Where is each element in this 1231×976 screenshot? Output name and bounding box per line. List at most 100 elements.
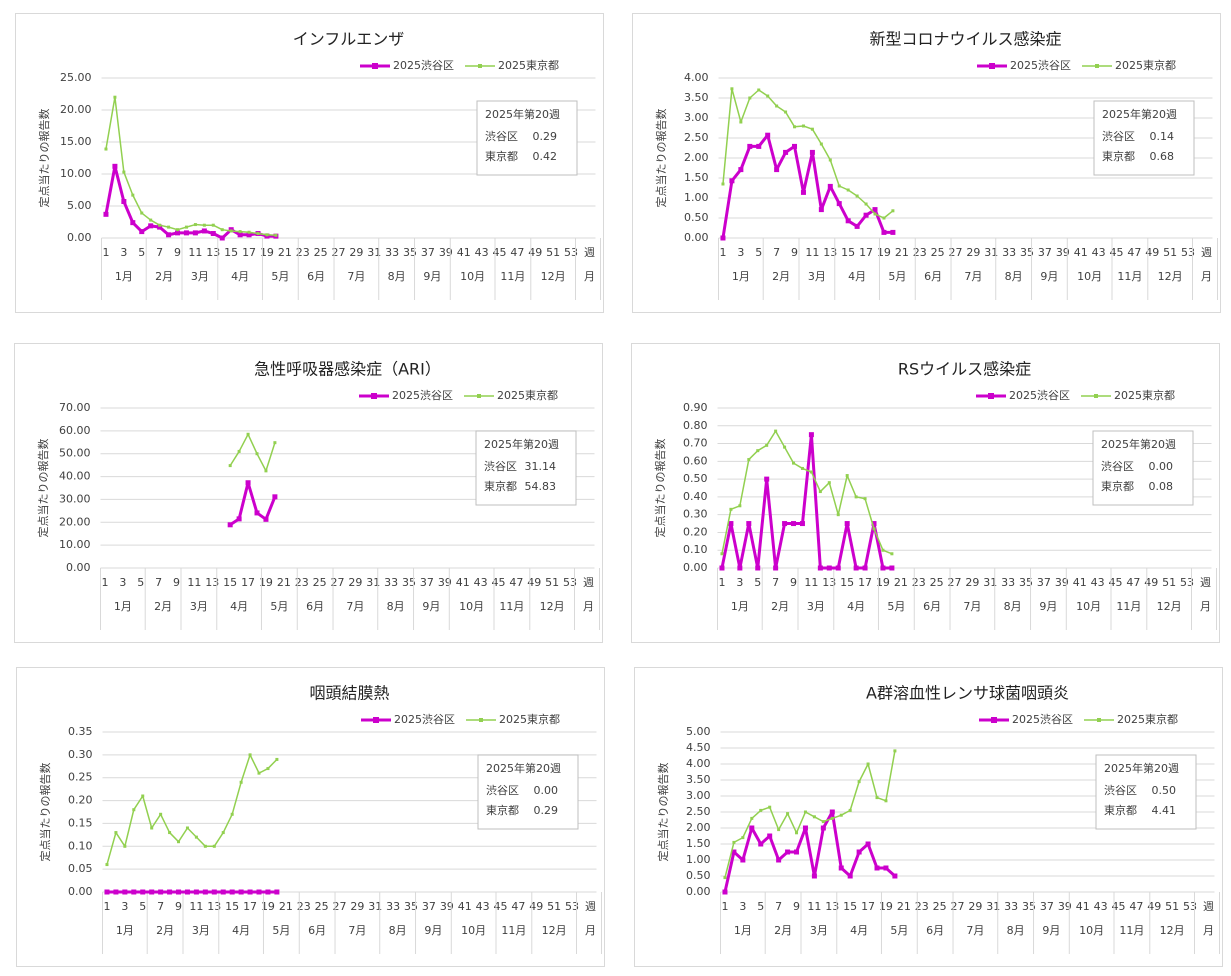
x-tick-label: 13 <box>207 900 221 913</box>
y-tick-label: 1.50 <box>686 837 711 850</box>
month-label: 2月 <box>154 600 172 613</box>
y-axis-label: 定点当たりの報告数 <box>656 763 670 862</box>
data-point <box>802 825 808 831</box>
month-label: 1月 <box>734 924 752 937</box>
data-point <box>817 565 823 571</box>
data-point <box>238 889 244 895</box>
info-box-title: 2025年第20週 <box>1101 437 1176 451</box>
x-tick-label: 9 <box>173 576 180 589</box>
month-label: 1月 <box>732 270 750 283</box>
x-tick-label: 43 <box>1092 246 1106 259</box>
month-label: 6月 <box>307 270 325 283</box>
month-label: 11月 <box>501 924 526 937</box>
y-tick-label: 15.00 <box>60 135 92 148</box>
legend-label: 2025東京都 <box>1114 388 1175 402</box>
chart-title: 咽頭結膜熱 <box>309 684 389 703</box>
x-tick-label: 43 <box>474 576 488 589</box>
x-tick-label: 1 <box>719 246 726 259</box>
data-point <box>873 212 877 216</box>
data-point <box>193 889 199 895</box>
y-tick-label: 1.00 <box>684 191 709 204</box>
y-tick-label: 0.90 <box>683 401 708 414</box>
x-tick-label: 39 <box>1058 900 1072 913</box>
x-tick-label: 21 <box>897 900 911 913</box>
x-tick-label: 49 <box>1147 900 1161 913</box>
month-axis-label: 月 <box>1200 600 1211 613</box>
x-tick-label: 7 <box>773 246 780 259</box>
x-tick-label: 35 <box>1020 246 1034 259</box>
month-label: 12月 <box>1160 924 1185 937</box>
info-box-name: 渋谷区 <box>486 784 519 797</box>
y-tick-label: 0.00 <box>683 561 708 574</box>
month-label: 11月 <box>1119 924 1144 937</box>
legend-label: 2025渋谷区 <box>1009 389 1070 402</box>
month-label: 11月 <box>1116 600 1141 613</box>
x-tick-label: 39 <box>1056 246 1070 259</box>
month-label: 4月 <box>231 270 249 283</box>
x-tick-label: 19 <box>879 900 893 913</box>
x-tick-label: 15 <box>840 576 854 589</box>
data-point <box>729 507 733 511</box>
month-label: 3月 <box>190 600 208 613</box>
x-tick-label: 39 <box>1055 576 1069 589</box>
data-point <box>113 889 119 895</box>
legend-marker <box>478 64 482 68</box>
data-point <box>255 452 259 456</box>
x-tick-label: 33 <box>385 246 399 259</box>
data-point <box>741 836 745 840</box>
data-point <box>820 825 826 831</box>
data-point <box>889 565 895 571</box>
month-label: 9月 <box>1039 600 1057 613</box>
data-point <box>264 469 268 473</box>
data-point <box>265 889 271 895</box>
data-point <box>758 841 764 847</box>
x-tick-label: 27 <box>332 246 346 259</box>
data-point <box>830 816 834 820</box>
data-point <box>247 230 251 234</box>
data-point <box>194 835 198 839</box>
info-box-value: 0.42 <box>533 150 558 163</box>
data-point <box>793 125 797 129</box>
x-tick-label: 1 <box>721 900 728 913</box>
data-point <box>784 110 788 114</box>
x-axis-label: 週 <box>1203 900 1214 913</box>
data-point <box>786 812 790 816</box>
x-tick-label: 5 <box>757 900 764 913</box>
x-tick-label: 21 <box>277 576 291 589</box>
data-point <box>835 565 841 571</box>
month-label: 7月 <box>348 924 366 937</box>
month-label: 11月 <box>1117 270 1142 283</box>
x-tick-label: 23 <box>915 900 929 913</box>
month-label: 7月 <box>966 924 984 937</box>
data-point <box>765 443 769 447</box>
month-label: 9月 <box>1042 924 1060 937</box>
data-point <box>211 889 217 895</box>
month-label: 3月 <box>810 924 828 937</box>
data-point <box>795 831 799 835</box>
x-tick-label: 9 <box>175 900 182 913</box>
month-label: 10月 <box>1077 270 1102 283</box>
x-tick-label: 39 <box>439 246 453 259</box>
data-point <box>803 810 807 814</box>
x-tick-label: 3 <box>119 576 126 589</box>
y-tick-label: 60.00 <box>59 424 91 437</box>
data-point <box>738 167 744 173</box>
data-point <box>838 865 844 871</box>
data-point <box>881 548 885 552</box>
info-box-title: 2025年第20週 <box>484 437 559 451</box>
data-point <box>792 461 796 465</box>
data-point <box>248 753 252 757</box>
x-tick-label: 21 <box>279 900 293 913</box>
x-tick-label: 35 <box>402 576 416 589</box>
data-point <box>791 521 797 527</box>
data-point <box>863 497 867 501</box>
y-tick-label: 70.00 <box>59 401 91 414</box>
data-point <box>892 873 898 879</box>
data-point <box>756 143 762 149</box>
info-box-value: 0.29 <box>533 130 558 143</box>
month-label: 2月 <box>772 270 790 283</box>
month-label: 9月 <box>423 270 441 283</box>
data-point <box>884 799 888 803</box>
data-point <box>246 232 252 238</box>
legend-label: 2025渋谷区 <box>394 713 455 726</box>
